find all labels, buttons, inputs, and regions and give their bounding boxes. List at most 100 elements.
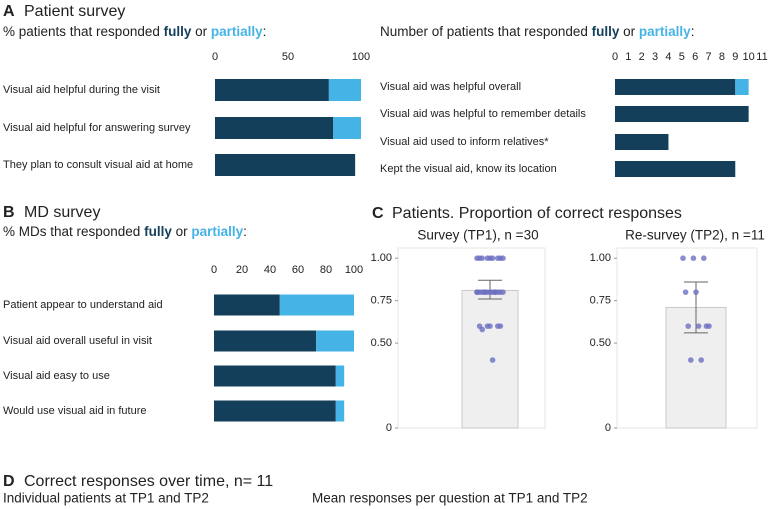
data-point <box>693 289 699 295</box>
title-part: : <box>263 24 267 39</box>
title-part: % patients that responded <box>3 24 164 39</box>
y-tick-label: 1.00 <box>371 252 392 264</box>
category-label: Visual aid was helpful overall <box>380 81 521 93</box>
data-point <box>487 323 493 329</box>
x-tick-label: 0 <box>211 264 217 276</box>
x-tick-label: 2 <box>639 51 645 63</box>
data-point <box>690 255 697 261</box>
x-tick-label: 60 <box>292 264 304 276</box>
data-point <box>489 357 496 363</box>
x-tick-label: 20 <box>236 264 248 276</box>
bar-segment <box>333 117 361 139</box>
data-point <box>698 357 704 363</box>
x-tick-label: 6 <box>692 51 698 63</box>
chart-subtitle: Number of patients that responded fully … <box>380 24 694 39</box>
category-label: Patient appear to understand aid <box>3 299 163 311</box>
bar-segment <box>316 330 354 352</box>
data-point <box>489 255 496 261</box>
panel-subtitle: Individual patients at TP1 and TP2 <box>3 491 209 506</box>
y-tick-label: 0.50 <box>590 337 611 349</box>
chart-subtitle: % patients that responded fully or parti… <box>3 24 266 39</box>
category-label: Visual aid used to inform relatives* <box>380 136 549 148</box>
bar-segment <box>735 79 749 95</box>
y-tick-label: 0 <box>605 422 611 434</box>
panel-label: B <box>3 204 15 221</box>
bar-segment <box>215 117 334 139</box>
panel-label: D <box>3 473 15 490</box>
category-label: Would use visual aid in future <box>3 405 147 417</box>
category-label: Visual aid easy to use <box>3 370 110 382</box>
chart: Survey (TP1), n =30 0 0.50 0.75 1.00 <box>371 228 546 434</box>
data-point <box>492 289 499 295</box>
panel-subtitle: Mean responses per question at TP1 and T… <box>312 491 588 506</box>
title-part: Number of patients that responded <box>380 24 592 39</box>
chart: % MDs that responded fully or partially:… <box>3 224 363 422</box>
chart: % patients that responded fully or parti… <box>3 24 370 176</box>
x-tick-label: 5 <box>679 51 685 63</box>
x-tick-label: 80 <box>320 264 332 276</box>
x-tick-label: 7 <box>705 51 711 63</box>
bar-segment <box>335 400 345 422</box>
panel-label: C <box>372 205 384 222</box>
data-point <box>680 255 686 261</box>
category-label: Visual aid helpful during the visit <box>3 84 160 96</box>
data-point <box>474 289 480 295</box>
bar-segment <box>615 106 749 122</box>
category-label: Visual aid was helpful to remember detai… <box>380 108 586 120</box>
bar-segment <box>279 294 354 316</box>
category-label: Kept the visual aid, know its location <box>380 163 557 175</box>
x-tick-label: 40 <box>264 264 276 276</box>
y-tick-label: 0.75 <box>371 295 392 307</box>
data-point <box>695 323 702 329</box>
bar-segment <box>214 365 336 387</box>
x-tick-label: 100 <box>345 264 363 276</box>
chart: Number of patients that responded fully … <box>380 24 768 177</box>
y-tick-label: 0 <box>386 422 392 434</box>
panel-label: A <box>3 3 15 20</box>
data-point <box>500 289 506 295</box>
y-tick-label: 0.50 <box>371 337 392 349</box>
y-tick-label: 0.75 <box>590 295 611 307</box>
bar-segment <box>328 79 361 101</box>
panel-title: MD survey <box>24 204 100 221</box>
bar-segment <box>215 79 329 101</box>
x-tick-label: 50 <box>282 51 294 63</box>
chart-title: Re-survey (TP2), n =11 <box>625 228 765 243</box>
bar-segment <box>214 330 317 352</box>
x-tick-label: 0 <box>212 51 218 63</box>
title-part: : <box>243 224 247 239</box>
data-point <box>706 323 712 329</box>
x-tick-label: 3 <box>652 51 658 63</box>
category-label: They plan to consult visual aid at home <box>3 159 193 171</box>
bar-segment <box>214 294 280 316</box>
panel-title: Patients. Proportion of correct response… <box>392 205 682 222</box>
data-point <box>482 289 488 295</box>
x-tick-label: 9 <box>732 51 738 63</box>
legend-entry: fully <box>164 24 192 39</box>
chart-subtitle: % MDs that responded fully or partially: <box>3 224 247 239</box>
data-point <box>688 357 694 363</box>
bar-segment <box>615 79 736 95</box>
legend-entry: fully <box>592 24 620 39</box>
x-tick-label: 10 <box>743 51 755 63</box>
legend-entry: partially <box>191 224 243 239</box>
x-tick-label: 4 <box>665 51 671 63</box>
title-part: or <box>172 224 192 239</box>
chart-title: Survey (TP1), n =30 <box>417 228 538 243</box>
y-tick-label: 1.00 <box>590 252 611 264</box>
title-part: % MDs that responded <box>3 224 144 239</box>
panel-title: Patient survey <box>24 3 125 20</box>
title-part: or <box>619 24 639 39</box>
x-tick-label: 0 <box>612 51 618 63</box>
data-point <box>500 255 506 261</box>
data-point <box>479 326 486 333</box>
data-point <box>497 323 504 329</box>
legend-entry: fully <box>144 224 172 239</box>
x-tick-label: 1 <box>625 51 631 63</box>
bar-segment <box>615 134 669 150</box>
data-point <box>685 323 691 329</box>
x-tick-label: 11 <box>756 51 767 63</box>
legend-entry: partially <box>639 24 691 39</box>
bar-segment <box>615 161 736 177</box>
